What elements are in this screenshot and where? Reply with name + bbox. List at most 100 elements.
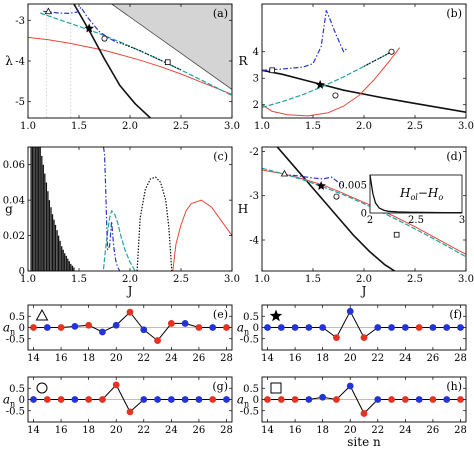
series-0-line [276,147,396,271]
site-point-25 [181,320,189,327]
inset-series-0 [369,174,463,214]
x-tick-label: 2.0 [356,121,372,132]
panel-h: 14 16 18 20 22 24 26 28 0.50-0.5 (h) an site n [237,376,467,449]
site-point-14 [30,324,37,331]
site-point-25 [181,396,189,403]
y-tick-label: 0 [19,267,25,278]
series-3-line [136,176,173,271]
x-tick-label: 18 [316,425,329,436]
site-point-20 [346,382,354,390]
y-axis-label: an [3,393,15,409]
plot-area [28,381,232,416]
site-point-28 [457,324,464,331]
x-tick-label: 14 [27,353,40,364]
y-axis-label: R [238,54,248,68]
series-1-line [262,169,466,255]
y-tick-label: 0.5 [9,312,25,323]
site-point-26 [195,396,203,403]
y-tick-label: 2 [253,100,259,111]
x-tick-label: 14 [27,425,40,436]
x-tick-label: 24 [399,425,412,436]
x-tick-label: 20 [344,425,357,436]
y-tick-label: 0.06 [3,160,25,171]
site-point-15 [43,324,51,331]
panel-label: (d) [446,150,462,163]
plot-area [28,308,232,344]
y-tick-label: -0.5 [6,334,25,345]
x-tick-label: 22 [371,425,384,436]
x-tick-label: 16 [289,353,302,364]
marker-star-0 [84,23,94,33]
x-tick-label: 26 [193,353,206,364]
site-point-18 [319,324,327,331]
panel-f: 14 16 18 20 22 24 26 28 0.50-0.5 (f) an [237,304,467,364]
inset-x-tick-label: 2.5 [408,215,424,226]
site-point-16 [291,396,299,403]
marker-star-1 [315,79,325,89]
y-axis-label-main: a [237,393,244,407]
y-tick-label: -3 [249,191,259,202]
site-point-25 [415,324,423,331]
site-point-21 [360,334,368,342]
site-point-24 [401,396,409,403]
series-1-line [102,210,136,271]
panel-label: (c) [213,150,228,163]
marker-star-1 [316,180,326,191]
site-point-23 [154,337,161,344]
site-point-22 [140,396,148,403]
x-tick-label: 2.5 [173,121,189,132]
x-tick-label: 26 [193,425,206,436]
site-point-18 [319,393,327,401]
site-point-14 [30,396,37,403]
plot-area [262,382,466,417]
site-point-17 [71,396,79,403]
site-point-17 [71,322,79,330]
y-axis-label-main: a [237,321,244,335]
x-tick-label: 2.0 [122,121,138,132]
series-4-line [262,10,349,71]
site-point-19 [99,396,106,403]
marker-circle-3 [388,48,395,55]
x-tick-label: 24 [399,353,412,364]
plot-area [30,147,232,271]
panel-d: 1.0 1.5 2.0 2.5 3.0 -2 -3 -4 (d) H J 2 2.5 3 0 0.005 Hol… [238,146,474,298]
site-point-19 [333,334,340,342]
site-point-20 [112,321,120,329]
y-tick-label: 0.5 [9,384,25,395]
y-tick-label: 0 [253,395,259,406]
site-point-19 [99,328,106,336]
y-tick-label: 0.5 [243,312,259,323]
site-point-18 [85,396,93,403]
x-tick-label: 1.0 [254,121,270,132]
y-axis-label: H [238,202,248,216]
y-tick-label: 4 [253,47,259,58]
x-tick-label: 3.0 [224,274,240,285]
site-point-27 [443,396,451,403]
marker-triangle-0 [280,169,289,177]
x-tick-label: 3.0 [458,121,474,132]
x-tick-label: 20 [110,425,123,436]
x-tick-label: 20 [344,353,357,364]
x-tick-label: 26 [427,353,440,364]
site-point-15 [277,396,285,403]
panel-label: (a) [213,7,228,20]
y-tick-label: 0.02 [3,231,25,242]
site-point-23 [154,396,161,403]
site-point-28 [223,324,230,331]
panel-symbol-square [270,382,282,394]
x-axis-label: J [360,284,367,298]
panel-label: (g) [212,380,228,393]
y-tick-label: -0.5 [240,406,259,417]
inset-x-tick-label: 3 [459,215,465,226]
x-tick-label: 1.5 [305,121,321,132]
y-tick-label: 0 [253,323,259,334]
y-tick-label: -2 [249,147,259,158]
inset-label-label_mid: −H [418,186,439,200]
x-tick-label: 20 [110,353,123,364]
marker-triangle-2 [44,7,53,15]
y-tick-label: -0.5 [6,406,25,417]
x-tick-label: 28 [454,425,467,436]
shaded-region [110,4,232,90]
site-point-28 [457,396,464,403]
